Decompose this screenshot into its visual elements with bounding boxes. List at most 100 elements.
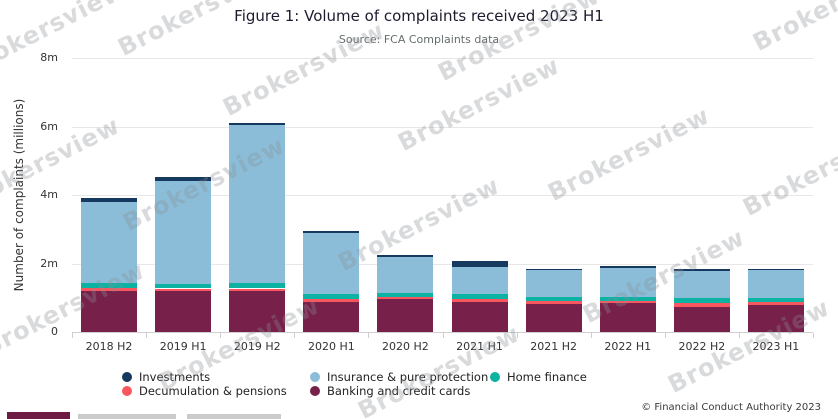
bar-segment bbox=[673, 302, 730, 307]
bar-segment bbox=[673, 306, 730, 332]
y-axis-tick-label: 8m bbox=[40, 51, 58, 64]
x-axis-label: 2021 H2 bbox=[530, 340, 578, 353]
bar-segment bbox=[303, 233, 360, 295]
gridline bbox=[72, 195, 813, 196]
bar-segment bbox=[599, 303, 656, 332]
copyright-notice: © Financial Conduct Authority 2023 bbox=[641, 402, 821, 413]
x-axis-tick bbox=[738, 333, 740, 338]
bar-segment bbox=[451, 294, 508, 299]
x-axis-tick bbox=[442, 333, 444, 338]
chart-subtitle: Source: FCA Complaints data bbox=[338, 33, 500, 46]
bar-segment bbox=[599, 301, 656, 304]
bar-segment bbox=[81, 288, 138, 291]
bar-segment bbox=[155, 288, 212, 292]
y-axis-tick-label: 6m bbox=[40, 119, 58, 133]
cropped-bottom-bar bbox=[78, 414, 176, 419]
bar-segment bbox=[525, 303, 582, 332]
x-axis-tick bbox=[146, 333, 148, 338]
bar-segment bbox=[81, 198, 138, 203]
bar-segment bbox=[525, 268, 582, 270]
legend-item: Insurance & pure protection bbox=[310, 369, 489, 384]
bar-segment bbox=[673, 271, 730, 299]
bar-segment bbox=[747, 269, 804, 271]
x-axis-label: 2018 H2 bbox=[85, 340, 133, 353]
legend-swatch-icon bbox=[490, 371, 500, 382]
x-axis-tick bbox=[590, 333, 592, 338]
bar-segment bbox=[303, 301, 360, 332]
legend-item: Decumulation & pensions bbox=[122, 383, 287, 398]
bar-segment bbox=[451, 266, 508, 295]
legend-item: Investments bbox=[122, 369, 211, 384]
bar-segment bbox=[673, 268, 730, 272]
bar-segment bbox=[747, 297, 804, 302]
legend-item: Banking and credit cards bbox=[310, 383, 471, 398]
y-axis-tick-label: 4m bbox=[40, 188, 58, 201]
x-axis-label: 2019 H1 bbox=[159, 340, 207, 353]
x-axis-tick bbox=[664, 333, 666, 338]
x-axis-tick bbox=[294, 333, 296, 338]
gridline bbox=[72, 126, 813, 128]
bar-segment bbox=[599, 268, 656, 298]
x-axis-label: 2023 H1 bbox=[752, 340, 800, 353]
bar-segment bbox=[451, 261, 508, 267]
legend-label: Insurance & pure protection bbox=[327, 369, 489, 384]
bar-segment bbox=[155, 177, 212, 181]
bar-segment bbox=[229, 291, 286, 332]
bar-segment bbox=[377, 256, 434, 293]
x-axis-label: 2022 H1 bbox=[604, 340, 652, 353]
y-axis-tick-label: 2m bbox=[40, 256, 58, 270]
legend-label: Home finance bbox=[507, 369, 587, 384]
bar-segment bbox=[599, 297, 656, 302]
x-axis-label: 2019 H2 bbox=[233, 340, 281, 353]
legend-swatch-icon bbox=[122, 385, 132, 396]
bar-segment bbox=[155, 291, 212, 332]
legend-item: Home finance bbox=[490, 369, 587, 384]
gridline bbox=[72, 58, 813, 59]
x-axis-tick bbox=[516, 333, 518, 338]
bar-segment bbox=[229, 125, 286, 284]
legend-label: Banking and credit cards bbox=[327, 383, 471, 398]
bar-segment bbox=[451, 302, 508, 332]
bar-segment bbox=[747, 270, 804, 298]
x-axis-label: 2020 H2 bbox=[382, 340, 429, 353]
bar-segment bbox=[377, 297, 434, 300]
bar-segment bbox=[155, 283, 212, 289]
cropped-bottom-bar bbox=[187, 414, 281, 419]
bar-segment bbox=[303, 299, 360, 302]
bar-segment bbox=[229, 283, 286, 289]
legend-swatch-icon bbox=[310, 385, 320, 396]
legend-label: Decumulation & pensions bbox=[139, 383, 287, 398]
legend-swatch-icon bbox=[310, 371, 320, 382]
x-axis-tick bbox=[72, 333, 73, 338]
x-axis-tick bbox=[368, 333, 370, 338]
bar-segment bbox=[525, 301, 582, 304]
bar-segment bbox=[377, 292, 434, 298]
bar-segment bbox=[377, 299, 434, 332]
gridline bbox=[72, 263, 813, 265]
bar-segment bbox=[81, 202, 138, 284]
bar-segment bbox=[599, 265, 656, 269]
bar-segment bbox=[673, 298, 730, 303]
bar-segment bbox=[747, 301, 804, 305]
bar-segment bbox=[155, 180, 212, 284]
bar-segment bbox=[451, 298, 508, 303]
legend-label: Investments bbox=[139, 369, 211, 384]
legend-swatch-icon bbox=[122, 371, 132, 382]
x-axis-label: 2021 H1 bbox=[456, 340, 503, 353]
cropped-bottom-bar bbox=[7, 412, 70, 419]
bar-segment bbox=[747, 304, 804, 332]
bar-segment bbox=[81, 283, 138, 289]
x-axis-label: 2020 H1 bbox=[307, 340, 355, 353]
bar-segment bbox=[81, 290, 138, 332]
bar-segment bbox=[229, 122, 286, 126]
bar-segment bbox=[377, 254, 434, 257]
x-axis-tick bbox=[220, 333, 222, 338]
bar-segment bbox=[303, 230, 360, 233]
bar-segment bbox=[303, 294, 360, 300]
bar-segment bbox=[525, 296, 582, 302]
bar-segment bbox=[525, 269, 582, 297]
chart-title: Figure 1: Volume of complaints received … bbox=[234, 7, 604, 25]
y-axis-tick-label: 0 bbox=[51, 325, 58, 338]
